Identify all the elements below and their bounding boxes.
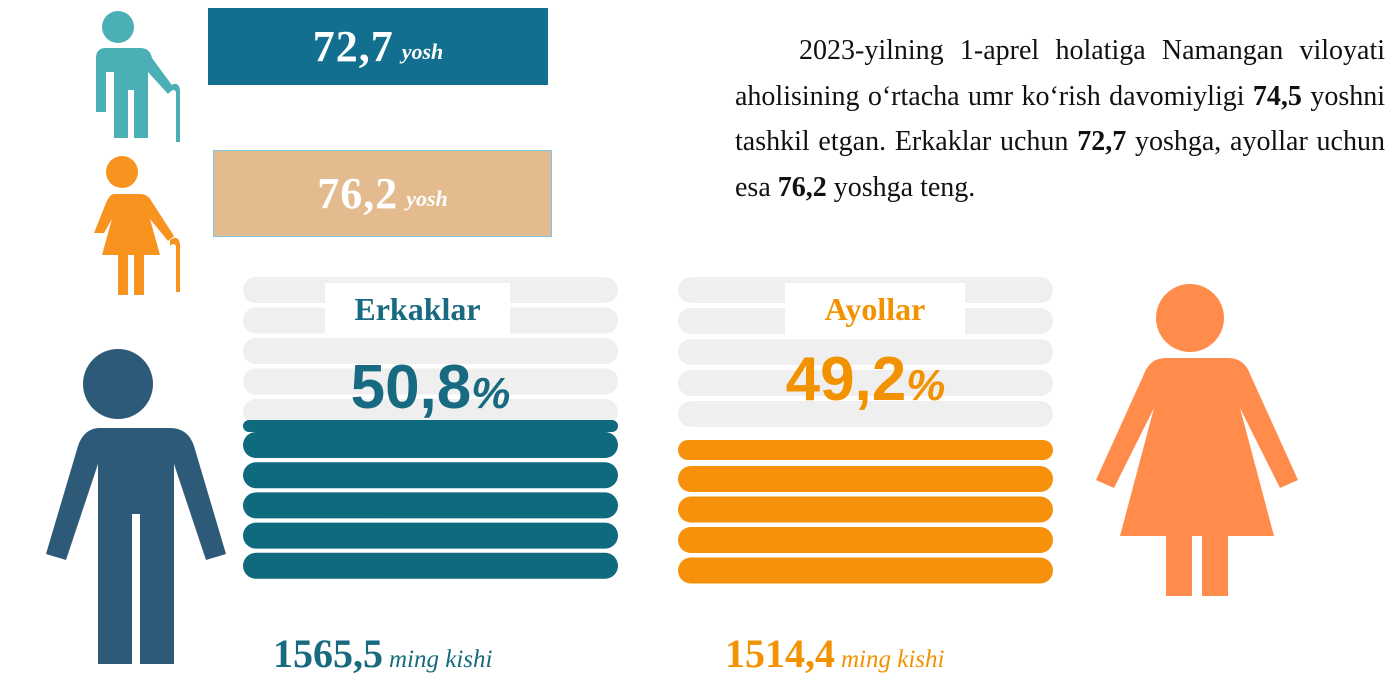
female-label: Ayollar [785, 283, 965, 335]
female-count: 1514,4 ming kishi [725, 630, 944, 677]
text: 2023-yilning 1-aprel holatiga Namangan v… [735, 35, 1385, 112]
stripe [243, 552, 618, 579]
text-bold: 76,2 [777, 171, 827, 203]
male-count: 1565,5 ming kishi [273, 630, 492, 677]
male-share-value: 50,8 [350, 353, 472, 422]
text: yoshni tashkil etgan. Erkaklar uchun [735, 80, 1385, 158]
male-count-unit: ming kishi [389, 646, 493, 673]
stripe [678, 339, 1053, 365]
stripe [678, 496, 1053, 523]
man-figure [46, 349, 226, 664]
stripe [243, 420, 618, 432]
text-bold: 72,7 [1077, 126, 1127, 157]
stripe [243, 432, 618, 458]
old-man-icon [96, 11, 180, 142]
male-count-value: 1565,5 [273, 631, 383, 676]
male-label: Erkaklar [325, 283, 510, 335]
stripe [678, 440, 1053, 460]
text: yoshga, ayollar uchun esa [735, 126, 1385, 203]
text: yoshga teng. [826, 171, 976, 203]
stripe [243, 492, 618, 519]
stripe [243, 338, 618, 364]
female-age: 76,2 [317, 169, 399, 218]
stripe [678, 527, 1053, 553]
male-age-unit: yosh [401, 38, 444, 64]
male-age-box: 72,7 yosh [208, 8, 548, 85]
male-share: 50,8% [243, 352, 618, 423]
female-share: 49,2% [678, 344, 1053, 415]
old-woman-icon [94, 156, 180, 295]
stripe [678, 466, 1053, 492]
stripes [243, 277, 1053, 584]
male-age: 72,7 [312, 22, 394, 71]
female-age-unit: yosh [406, 185, 448, 211]
stripe [243, 368, 618, 395]
female-share-unit: % [906, 361, 946, 410]
female-age-box: 76,2 yosh [213, 150, 552, 237]
male-share-unit: % [471, 369, 511, 418]
stripe [678, 401, 1053, 427]
stripe [243, 522, 618, 549]
female-count-unit: ming kishi [841, 646, 945, 673]
female-share-value: 49,2 [785, 345, 907, 414]
woman-figure [1096, 284, 1298, 596]
female-count-value: 1514,4 [725, 631, 835, 676]
text-bold: 74,5 [1252, 80, 1302, 112]
stripe [678, 370, 1053, 396]
stripe [678, 557, 1053, 584]
stripe [243, 399, 618, 425]
description: 2023-yilning 1-aprel holatiga Namangan v… [735, 28, 1385, 210]
stripe [243, 462, 618, 489]
